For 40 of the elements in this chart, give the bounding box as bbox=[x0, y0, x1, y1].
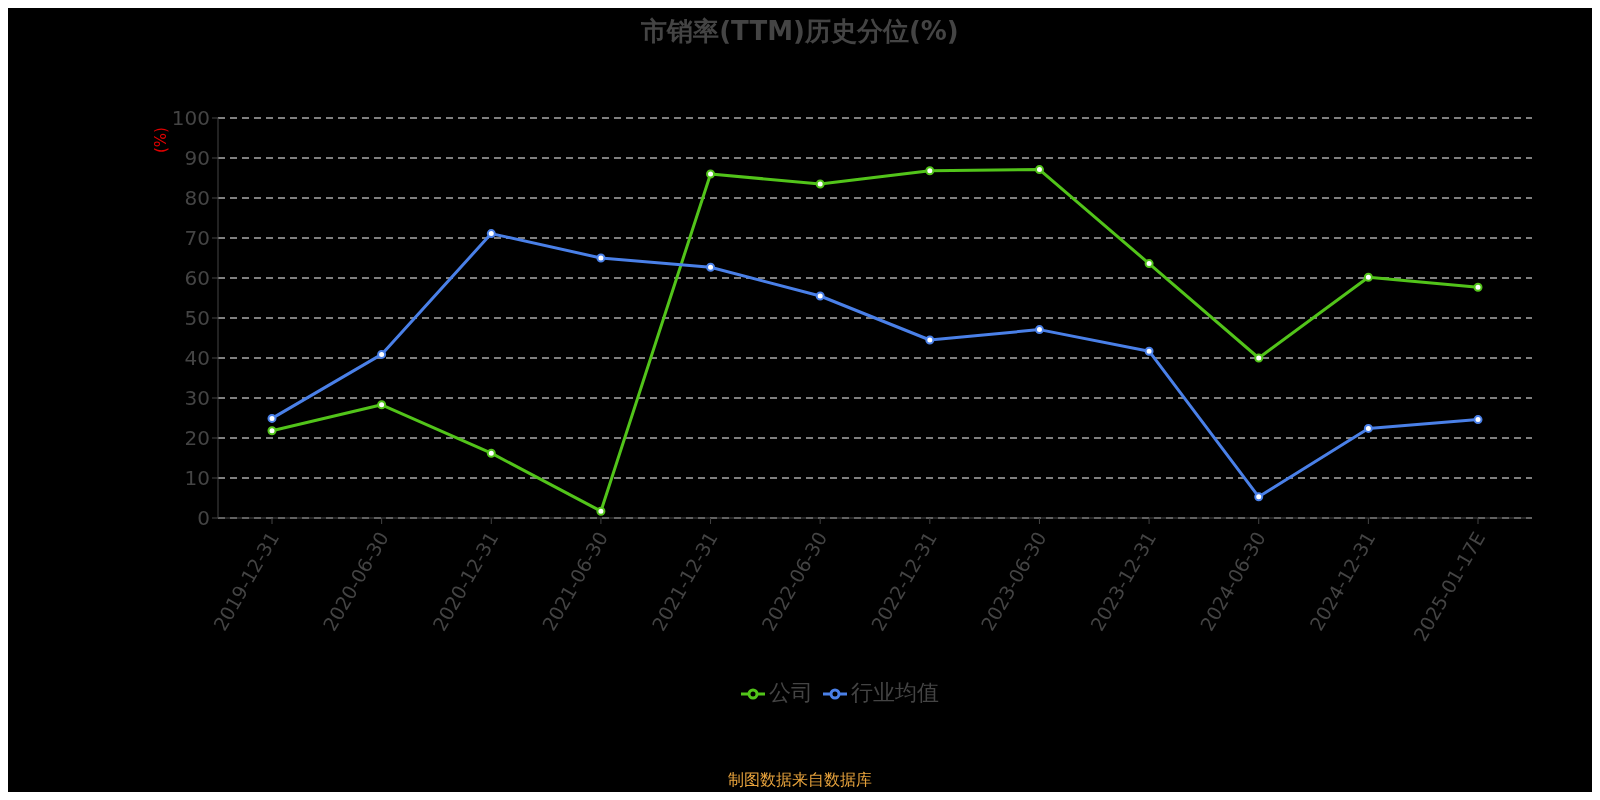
point bbox=[815, 179, 825, 189]
point bbox=[377, 400, 387, 410]
point bbox=[1254, 492, 1264, 502]
y-tick-label: 60 bbox=[184, 266, 210, 291]
legend-label: 公司 bbox=[769, 680, 813, 705]
legend-label: 行业均值 bbox=[851, 680, 939, 705]
point bbox=[925, 335, 935, 345]
y-tick-label: 20 bbox=[184, 426, 210, 451]
y-tick-label: 90 bbox=[184, 146, 210, 171]
point bbox=[1034, 325, 1044, 335]
y-tick-label: 50 bbox=[184, 306, 210, 331]
y-tick-label: 0 bbox=[197, 506, 210, 531]
y-tick-label: 80 bbox=[184, 186, 210, 211]
y-tick-label: 30 bbox=[184, 386, 210, 411]
point bbox=[267, 413, 277, 423]
chart-title: 市销率(TTM)历史分位(%) bbox=[640, 15, 960, 48]
y-axis-title: (%) bbox=[151, 127, 170, 153]
y-tick-label: 10 bbox=[184, 466, 210, 491]
point bbox=[706, 169, 716, 179]
point bbox=[267, 426, 277, 436]
point bbox=[1144, 259, 1154, 269]
y-tick-label: 70 bbox=[184, 226, 210, 251]
text: 制图数据来自数据库 bbox=[727, 770, 873, 791]
point bbox=[596, 253, 606, 263]
y-tick-label: 40 bbox=[184, 346, 210, 371]
point bbox=[596, 506, 606, 516]
point bbox=[706, 262, 716, 272]
point bbox=[925, 166, 935, 176]
y-tick-label: 100 bbox=[171, 106, 210, 131]
point bbox=[1254, 353, 1264, 363]
point bbox=[1144, 346, 1154, 356]
point bbox=[486, 229, 496, 239]
point bbox=[1363, 423, 1373, 433]
point bbox=[1473, 282, 1483, 292]
point bbox=[815, 291, 825, 301]
point bbox=[1363, 272, 1373, 282]
point bbox=[1473, 415, 1483, 425]
point bbox=[1034, 165, 1044, 175]
point bbox=[377, 349, 387, 359]
point bbox=[486, 448, 496, 458]
